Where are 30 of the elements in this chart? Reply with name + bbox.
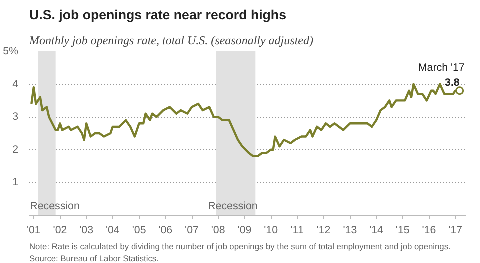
band-label: Recession [208,200,258,212]
x-tick-label: '09 [238,224,252,236]
y-tick-label: 2 [12,144,19,156]
x-tick-label: '04 [106,224,120,236]
x-tick-label: '03 [80,224,94,236]
band-label: Recession [30,200,80,212]
x-tick-label: '02 [53,224,68,236]
y-tick-label: 4 [12,78,19,90]
x-tick-label: '17 [448,224,463,236]
text: Note: Rate is calculated by dividing the number of job openings by the sum of total employment and job openings. [30,242,451,252]
x-tick-label: '10 [264,224,278,236]
source-note: Source: Bureau of Labor Statistics. [30,254,159,263]
x-tick-label: '11 [290,224,304,236]
y-tick-label: 3 [12,111,19,124]
chart-subtitle: Monthly job openings rate, total U.S. (seasonally adjusted) [28,34,314,48]
annotation: March '17 [418,62,465,74]
x-tick-label: '01 [26,224,41,236]
x-tick-label: '14 [370,224,384,236]
x-tick-label: '13 [343,224,358,236]
y-tick-label: 1 [12,176,19,189]
x-tick-label: '12 [316,224,331,236]
x-tick-label: '08 [211,224,226,236]
data-label: 3.8 [445,76,460,89]
x-tick-label: '05 [132,224,146,236]
x-tick-label: '07 [185,224,200,236]
x-tick-label: '16 [422,224,436,236]
x-tick-label: '15 [396,224,410,236]
x-tick-label: '06 [158,224,173,236]
y-tick-label: 5% [3,46,20,58]
chart-title: U.S. job openings rate near record highs [30,8,286,22]
